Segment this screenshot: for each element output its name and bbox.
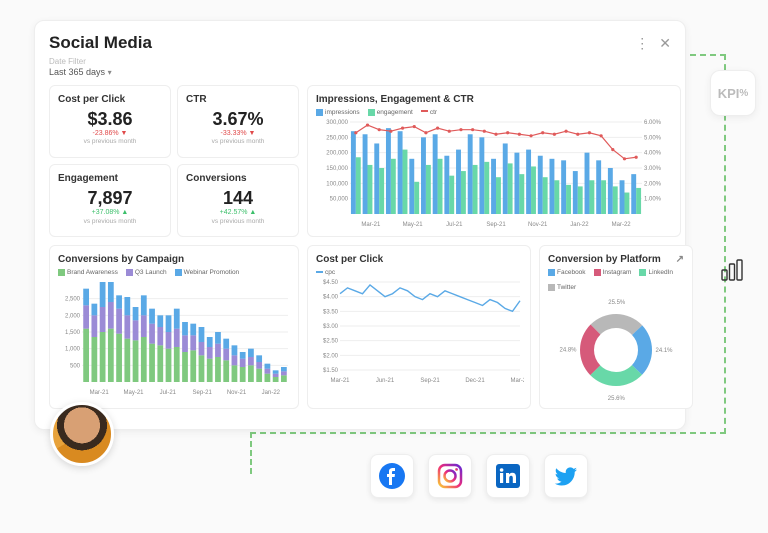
svg-text:$4.50: $4.50	[323, 280, 339, 286]
svg-text:25.6%: 25.6%	[608, 396, 626, 400]
page-title: Social Media	[49, 33, 152, 53]
svg-text:500: 500	[70, 364, 81, 370]
svg-text:Dec-21: Dec-21	[465, 378, 485, 384]
svg-text:Mar-22: Mar-22	[510, 378, 524, 384]
impressions-svg: 50,000 1.00% 100,000 2.00% 150,000 3.00% 200,0…	[316, 118, 672, 228]
svg-text:25.5%: 25.5%	[608, 300, 626, 306]
svg-text:Jun-21: Jun-21	[376, 378, 395, 384]
svg-text:1,000: 1,000	[65, 347, 81, 353]
svg-text:3.00%: 3.00%	[644, 166, 662, 172]
svg-text:300,000: 300,000	[326, 120, 348, 126]
svg-text:Mar-21: Mar-21	[90, 390, 110, 396]
svg-text:$2.50: $2.50	[323, 339, 339, 345]
svg-text:50,000: 50,000	[330, 197, 349, 203]
svg-text:$1.50: $1.50	[323, 368, 339, 374]
svg-text:May-21: May-21	[123, 390, 144, 396]
svg-text:2.00%: 2.00%	[644, 182, 662, 188]
svg-text:Jan-22: Jan-22	[570, 222, 589, 228]
filter-label: Date Filter	[49, 57, 671, 66]
svg-text:5.00%: 5.00%	[644, 136, 662, 142]
svg-text:4.00%: 4.00%	[644, 151, 662, 157]
svg-text:Sep-21: Sep-21	[420, 378, 440, 384]
svg-text:$3.50: $3.50	[323, 310, 339, 316]
svg-text:Nov-21: Nov-21	[528, 222, 548, 228]
svg-text:1.00%: 1.00%	[644, 197, 662, 203]
cpc-svg: $1.50 $2.00 $2.50 $3.00 $3.50 $4.00 $4.50 Mar-2…	[316, 278, 524, 384]
more-icon[interactable]: ⋮	[635, 35, 649, 52]
cpc-chart: Cost per Click cpc $1.50$2.00$2.50$3.00$…	[307, 245, 531, 408]
donut-svg: 25.5% 24.1% 25.6% 24.8%	[548, 294, 684, 400]
metric-conversions: Conversions 144 +42.57% ▲vs previous mon…	[177, 164, 299, 237]
kpi-metrics: Cost per Click $3.86 -23.86% ▼vs previou…	[49, 85, 299, 237]
campaign-chart: Conversions by Campaign Brand Awareness …	[49, 245, 299, 408]
svg-text:May-21: May-21	[403, 222, 424, 228]
svg-text:2,500: 2,500	[65, 297, 81, 303]
svg-text:6.00%: 6.00%	[644, 120, 662, 126]
impressions-legend: impressions engagement ctr	[316, 109, 672, 116]
svg-text:Mar-21: Mar-21	[361, 222, 381, 228]
svg-text:150,000: 150,000	[326, 166, 348, 172]
svg-text:100,000: 100,000	[326, 182, 348, 188]
campaign-svg: 500 1,000 1,500 2,000 2,500 Mar-21 May-21 Jul-2…	[58, 278, 292, 396]
donut-chart: Conversion by Platform↗ Facebook Instagr…	[539, 245, 693, 408]
svg-text:Nov-21: Nov-21	[227, 390, 247, 396]
dashboard-panel: Social Media ⋮ ✕ Date Filter Last 365 da…	[34, 20, 686, 430]
date-filter[interactable]: Last 365 days ▾	[49, 67, 671, 77]
svg-text:1,500: 1,500	[65, 330, 81, 336]
svg-text:Mar-21: Mar-21	[330, 378, 350, 384]
metric-engagement: Engagement 7,897 +37.08% ▲vs previous mo…	[49, 164, 171, 237]
instagram-icon[interactable]	[428, 454, 472, 498]
kpi-badge: KPI%	[710, 70, 756, 116]
facebook-icon[interactable]	[370, 454, 414, 498]
linkedin-icon[interactable]	[486, 454, 530, 498]
svg-text:24.8%: 24.8%	[559, 347, 577, 353]
svg-text:Jul-21: Jul-21	[160, 390, 177, 396]
svg-text:$3.00: $3.00	[323, 324, 339, 330]
social-icons-row	[370, 454, 588, 498]
close-icon[interactable]: ✕	[659, 35, 671, 52]
svg-text:Sep-21: Sep-21	[192, 390, 212, 396]
svg-text:24.1%: 24.1%	[655, 348, 673, 354]
svg-text:200,000: 200,000	[326, 151, 348, 157]
svg-text:Jan-22: Jan-22	[262, 390, 281, 396]
svg-text:Jul-21: Jul-21	[446, 222, 463, 228]
metric-ctr: CTR 3.67% -33.33% ▼vs previous month	[177, 85, 299, 158]
svg-text:$2.00: $2.00	[323, 354, 339, 360]
impressions-chart: Impressions, Engagement & CTR impression…	[307, 85, 681, 237]
user-avatar[interactable]	[50, 402, 114, 466]
twitter-icon[interactable]	[544, 454, 588, 498]
svg-text:250,000: 250,000	[326, 136, 348, 142]
expand-icon[interactable]: ↗	[676, 254, 684, 265]
bar-chart-icon	[712, 250, 752, 290]
metric-cpc: Cost per Click $3.86 -23.86% ▼vs previou…	[49, 85, 171, 158]
chevron-down-icon: ▾	[108, 68, 112, 77]
svg-text:2,000: 2,000	[65, 314, 81, 320]
svg-text:Mar-22: Mar-22	[612, 222, 632, 228]
svg-text:Sep-21: Sep-21	[486, 222, 506, 228]
svg-text:$4.00: $4.00	[323, 295, 339, 301]
